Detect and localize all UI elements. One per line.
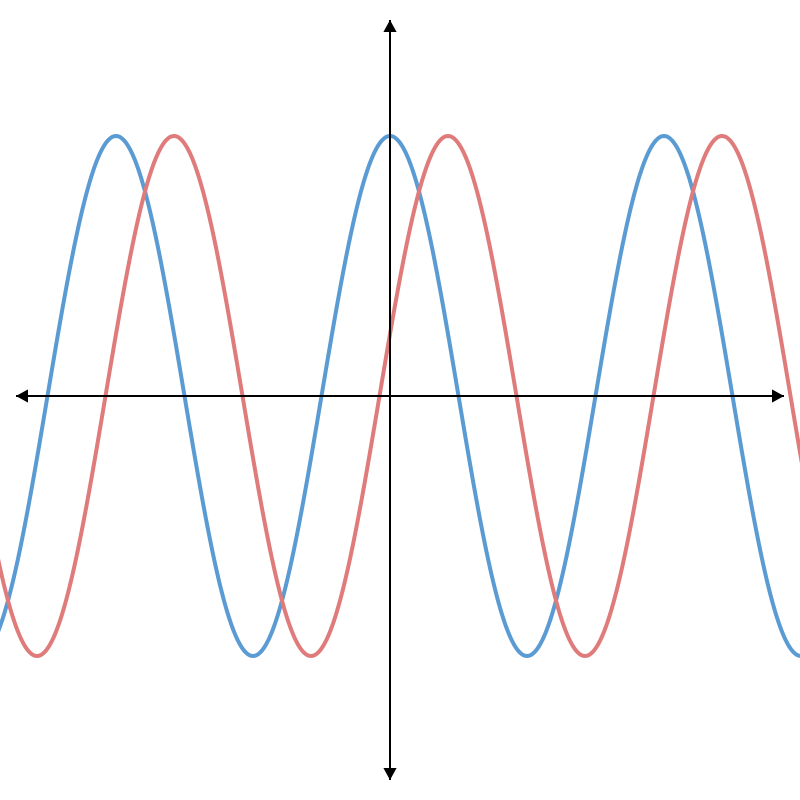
function-plot bbox=[0, 0, 800, 800]
chart-svg bbox=[0, 0, 800, 800]
axis-arrow-down bbox=[383, 768, 396, 780]
axis-arrow-up bbox=[383, 20, 396, 32]
axis-arrow-left bbox=[16, 389, 28, 402]
axis-arrow-right bbox=[772, 389, 784, 402]
